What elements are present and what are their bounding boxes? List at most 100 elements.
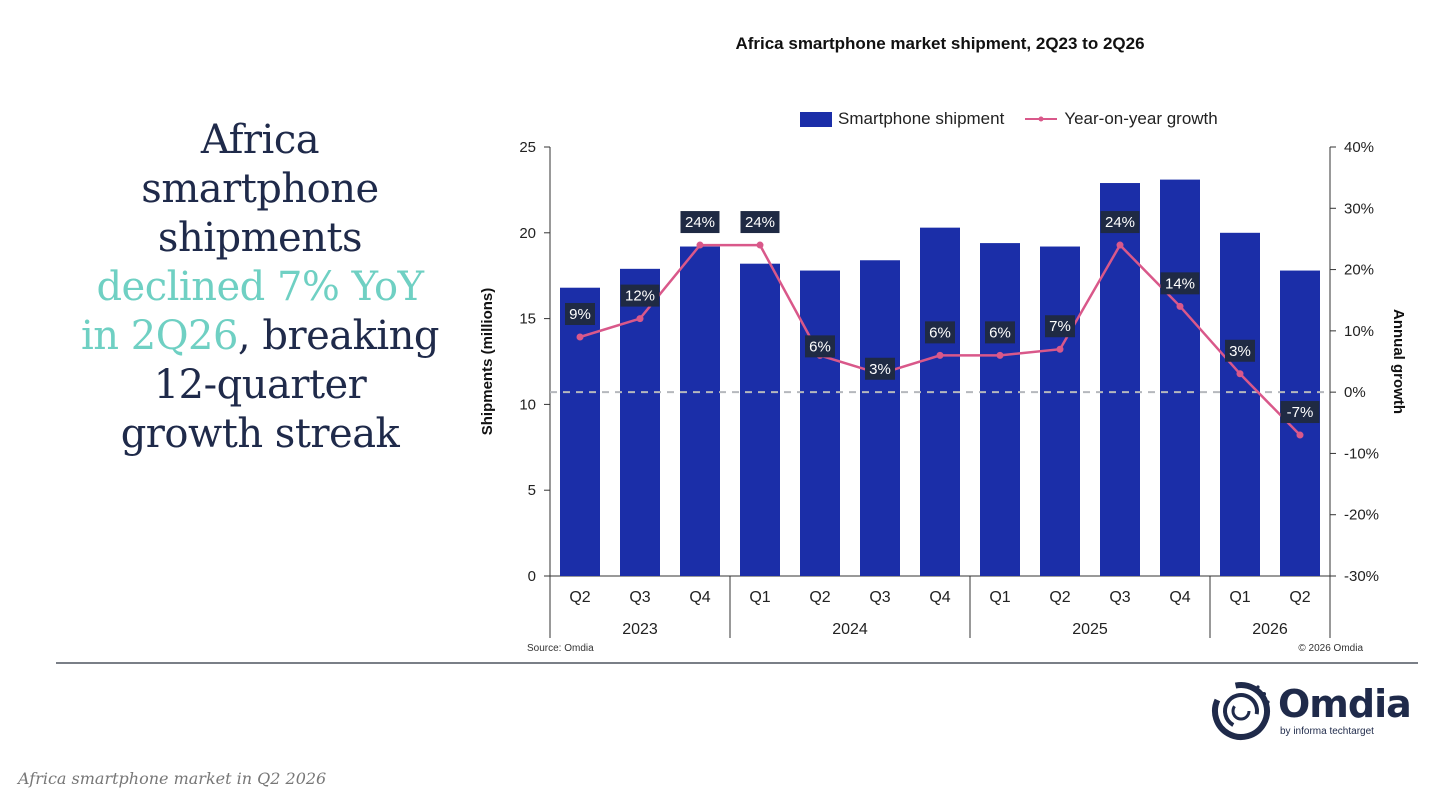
- bar: [920, 227, 960, 577]
- omdia-logo-icon: [1212, 681, 1270, 740]
- x-tick-label: Q2: [569, 589, 590, 606]
- x-tick-label: Q3: [869, 589, 890, 606]
- growth-point: [996, 351, 1004, 359]
- y-tick-label-left: 10: [519, 396, 536, 413]
- growth-label-box: [1280, 401, 1320, 424]
- headline-highlight: in 2Q26: [81, 313, 238, 359]
- omdia-logo-wordmark: Omdia: [1278, 682, 1412, 726]
- growth-label-box: [1160, 272, 1200, 295]
- growth-label: -7%: [1287, 404, 1314, 421]
- growth-label: 6%: [809, 338, 831, 355]
- omdia-logo-tagline: by informa techtarget: [1280, 726, 1374, 737]
- x-tick-label: Q1: [749, 589, 770, 606]
- x-tick-label: Q2: [1289, 589, 1310, 606]
- growth-point: [1116, 241, 1124, 249]
- bar: [740, 263, 780, 576]
- growth-label-box: [1100, 211, 1140, 234]
- headline-text: , breaking: [237, 313, 440, 359]
- x-tick-label: Q2: [1049, 589, 1070, 606]
- headline-line: smartphone: [141, 166, 379, 212]
- x-tick-label: Q1: [1229, 589, 1250, 606]
- legend-swatch-line: [1025, 116, 1058, 122]
- growth-label: 6%: [989, 324, 1011, 341]
- growth-label-box: [1045, 315, 1075, 338]
- chart-title: Africa smartphone market shipment, 2Q23 …: [735, 34, 1145, 53]
- growth-label-box: [620, 284, 660, 307]
- bar: [560, 287, 600, 576]
- x-tick-label: Q1: [989, 589, 1010, 606]
- growth-point: [696, 241, 704, 249]
- legend-label: Year-on-year growth: [1064, 109, 1218, 128]
- growth-point: [576, 333, 584, 341]
- y-tick-label-right: 0%: [1344, 384, 1366, 401]
- growth-label: 3%: [869, 361, 891, 378]
- legend-label: Smartphone shipment: [838, 109, 1005, 128]
- y-tick-label-right: 20%: [1344, 262, 1374, 279]
- growth-label: 24%: [1105, 214, 1135, 231]
- y-tick-label-left: 5: [528, 482, 536, 499]
- y-tick-label-left: 25: [519, 139, 536, 156]
- y-axis-title-left: Shipments (millions): [479, 288, 496, 436]
- chart-source: Source: Omdia: [527, 643, 594, 654]
- x-tick-label: Q3: [1109, 589, 1130, 606]
- y-tick-label-right: 30%: [1344, 200, 1374, 217]
- headline-line: 12-quarter: [153, 362, 367, 408]
- growth-label: 7%: [1049, 318, 1071, 335]
- growth-point: [1176, 302, 1184, 310]
- growth-label-box: [680, 211, 720, 234]
- bar: [680, 246, 720, 576]
- x-group-label: 2024: [832, 621, 868, 638]
- divider: [56, 662, 1418, 664]
- growth-point: [1296, 431, 1304, 439]
- y-tick-label-left: 0: [528, 568, 536, 585]
- headline-line: shipments: [157, 215, 363, 261]
- chart-copyright: © 2026 Omdia: [1298, 643, 1363, 654]
- bar: [1220, 232, 1260, 577]
- omdia-logo: Omdia by informa techtarget: [1208, 678, 1418, 744]
- bar: [1160, 179, 1200, 576]
- growth-label: 12%: [625, 288, 655, 305]
- growth-label: 24%: [745, 214, 775, 231]
- growth-point: [936, 351, 944, 359]
- growth-label: 14%: [1165, 275, 1195, 292]
- image-caption: Africa smartphone market in Q2 2026: [18, 769, 327, 788]
- growth-label: 9%: [569, 306, 591, 323]
- legend-swatch-bar: [800, 111, 832, 127]
- bar: [1040, 246, 1080, 576]
- legend-item-growth: Year-on-year growth: [1024, 109, 1218, 129]
- growth-point: [756, 241, 764, 249]
- y-tick-label-left: 20: [519, 225, 536, 242]
- growth-label-box: [1225, 339, 1255, 362]
- growth-label: 3%: [1229, 343, 1251, 360]
- growth-point: [1056, 345, 1064, 353]
- headline-highlight: declined 7% YoY: [96, 264, 424, 310]
- growth-point: [636, 315, 644, 323]
- bar: [620, 268, 660, 576]
- y-tick-label-right: 10%: [1344, 323, 1374, 340]
- growth-point: [1236, 370, 1244, 378]
- headline-line: growth streak: [120, 411, 400, 457]
- bar: [860, 260, 900, 576]
- y-tick-label-right: 40%: [1344, 139, 1374, 156]
- growth-label-box: [805, 335, 835, 358]
- x-tick-label: Q2: [809, 589, 830, 606]
- x-group-label: 2023: [622, 621, 658, 638]
- x-tick-label: Q3: [629, 589, 650, 606]
- legend-item-shipment: Smartphone shipment: [800, 109, 1004, 129]
- chart-legend: Smartphone shipment Year-on-year growth: [800, 108, 1218, 130]
- growth-label-box: [985, 321, 1015, 344]
- x-tick-label: Q4: [689, 589, 710, 606]
- x-tick-label: Q4: [929, 589, 950, 606]
- y-tick-label-right: -10%: [1344, 445, 1379, 462]
- growth-label-box: [925, 321, 955, 344]
- y-tick-label-right: -20%: [1344, 507, 1379, 524]
- y-tick-label-right: -30%: [1344, 568, 1379, 585]
- x-group-label: 2026: [1252, 621, 1288, 638]
- growth-label: 24%: [685, 214, 715, 231]
- y-tick-label-left: 15: [519, 311, 536, 328]
- bar: [980, 243, 1020, 576]
- growth-label-box: [740, 211, 780, 234]
- headline: Africa smartphone shipments declined 7% …: [40, 116, 480, 459]
- x-tick-label: Q4: [1169, 589, 1190, 606]
